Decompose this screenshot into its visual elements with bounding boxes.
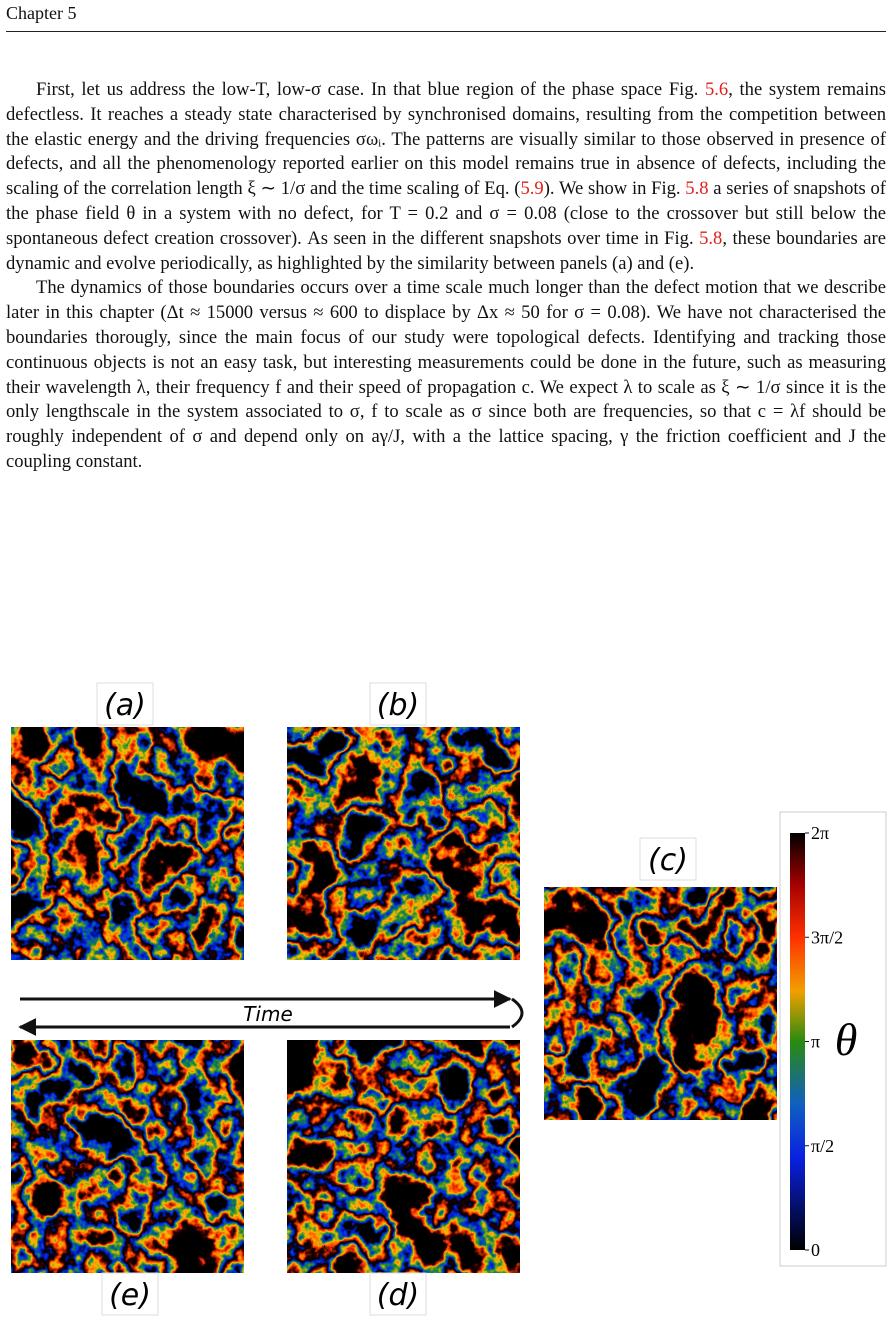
panel-label: (e) [109, 1278, 151, 1313]
colorbar-tick-label: 2π [811, 823, 829, 843]
panel-label: (b) [377, 688, 419, 723]
colorbar-label: θ [835, 1014, 858, 1065]
snapshot [11, 1040, 244, 1273]
text: The dynamics of those boundaries occurs … [6, 277, 886, 472]
text: First, let us address the low-T, low-σ c… [36, 79, 705, 100]
text: ). We show in Fig. [543, 178, 686, 200]
text: a series of snapshots of the phase field… [6, 178, 886, 249]
panel-label: (d) [377, 1278, 419, 1313]
label-box [96, 682, 154, 726]
ref[interactable]: 5.9 [520, 178, 544, 200]
label-box [369, 682, 427, 726]
label-box [639, 837, 697, 881]
panel-label: (a) [104, 688, 146, 723]
body-text: First, let us address the low-T, low-σ c… [6, 78, 886, 475]
colorbar-tick-label: 0 [811, 1240, 820, 1260]
snapshot [287, 727, 520, 960]
label-box [101, 1272, 159, 1316]
panel-label: (c) [648, 843, 688, 878]
text: , these boundaries are dynamic and evolv… [6, 227, 886, 274]
colorbar-tick-label: π/2 [811, 1136, 834, 1156]
paragraph: First, let us address the low-T, low-σ c… [6, 78, 886, 276]
snapshot [544, 887, 777, 1120]
snapshot [11, 727, 244, 960]
ref[interactable]: 5.8 [685, 178, 709, 200]
header-rule [6, 31, 886, 32]
colorbar-tick-label: π [811, 1032, 820, 1052]
snapshot [287, 1040, 520, 1273]
running-header: Chapter 5 [6, 3, 77, 23]
ref[interactable]: 5.6 [704, 79, 729, 100]
label-box [369, 1272, 427, 1316]
ref[interactable]: 5.8 [699, 227, 723, 249]
text: , the system remains defectless. It reac… [6, 79, 886, 200]
paragraph: The dynamics of those boundaries occurs … [6, 276, 886, 474]
colorbar-tick-label: 3π/2 [811, 927, 843, 947]
arrow-turn [511, 997, 524, 1029]
arrow-label: Time [243, 1002, 293, 1026]
colorbar [790, 833, 805, 1250]
